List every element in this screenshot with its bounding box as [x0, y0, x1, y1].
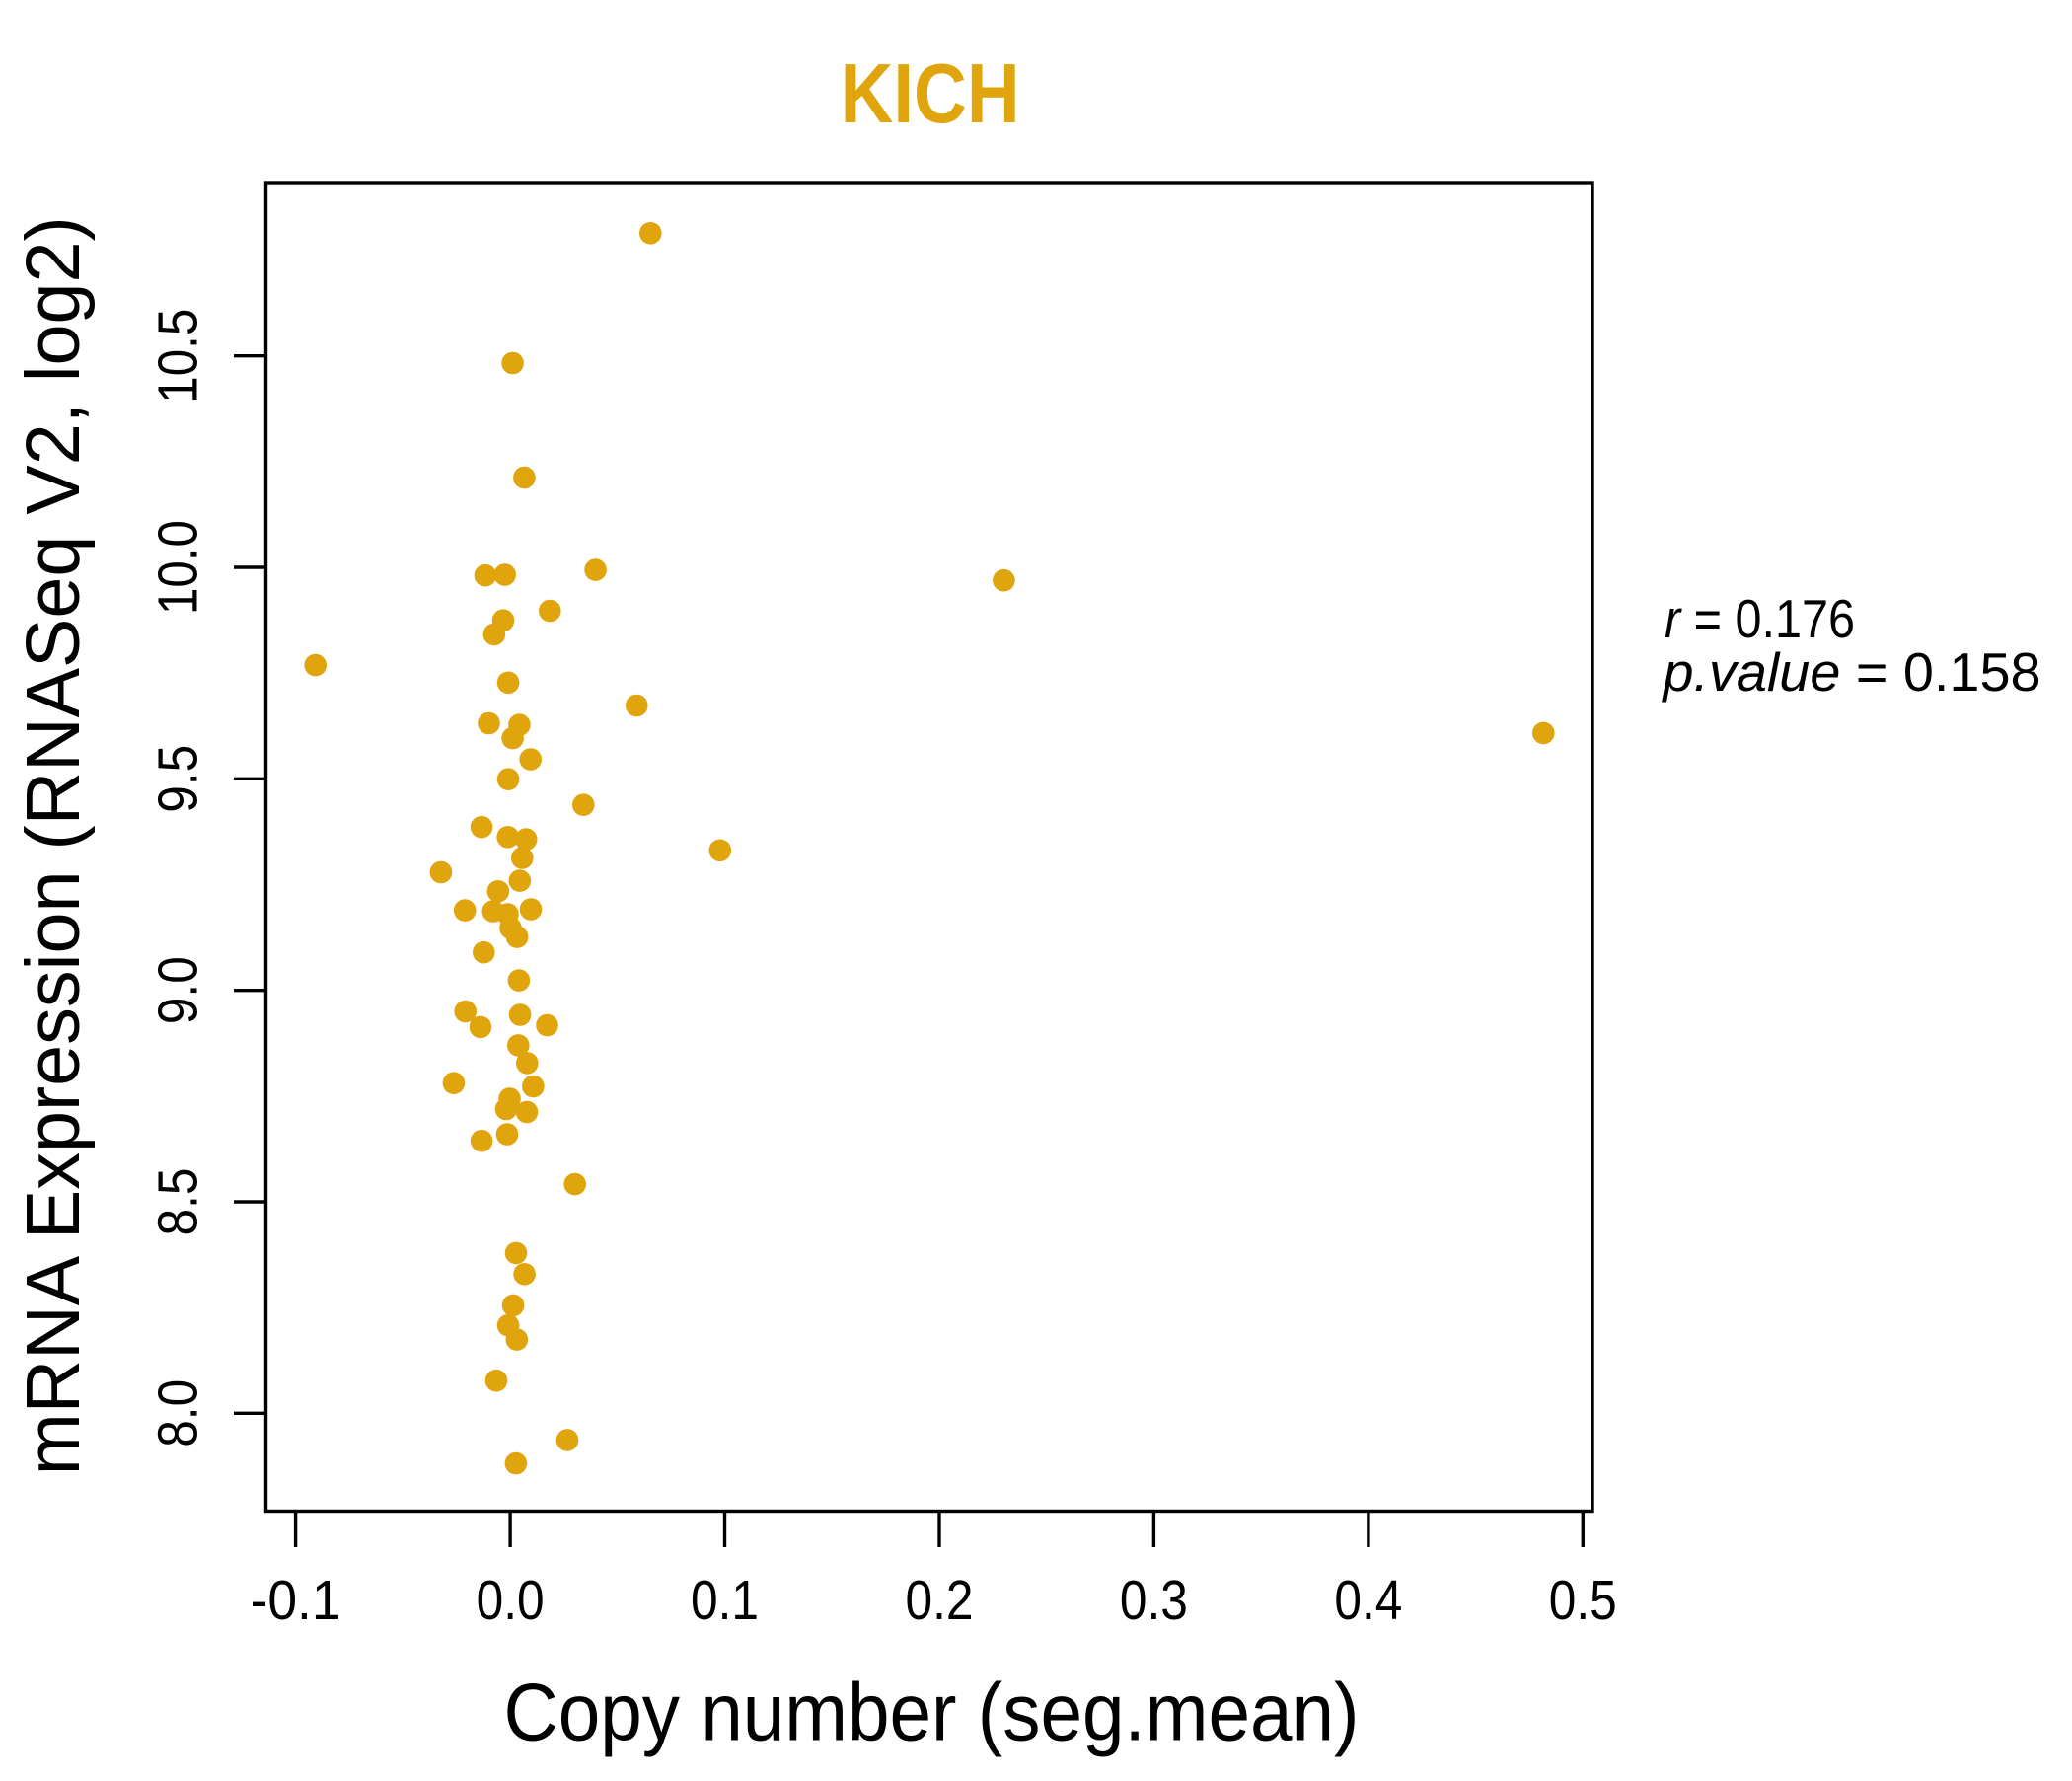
- svg-text:mRNA Expression (RNASeq V2, lo: mRNA Expression (RNASeq V2, log2): [11, 216, 96, 1475]
- svg-text:8.0: 8.0: [147, 1379, 210, 1447]
- svg-text:0.0: 0.0: [477, 1569, 545, 1632]
- svg-text:0.1: 0.1: [691, 1569, 759, 1632]
- svg-text:KICH: KICH: [841, 47, 1020, 141]
- svg-text:-0.1: -0.1: [251, 1569, 341, 1632]
- svg-text:r = 0.176: r = 0.176: [1665, 588, 1855, 649]
- svg-text:9.0: 9.0: [147, 956, 210, 1024]
- svg-text:9.5: 9.5: [147, 745, 210, 813]
- svg-text:0.4: 0.4: [1334, 1569, 1402, 1632]
- svg-text:10.5: 10.5: [147, 309, 210, 404]
- svg-text:10.0: 10.0: [147, 520, 210, 615]
- svg-text:p.value = 0.158: p.value = 0.158: [1661, 641, 2040, 703]
- svg-text:8.5: 8.5: [147, 1168, 210, 1236]
- svg-text:0.3: 0.3: [1120, 1569, 1188, 1632]
- svg-text:0.2: 0.2: [906, 1569, 974, 1632]
- svg-text:Copy number (seg.mean): Copy number (seg.mean): [504, 1667, 1360, 1758]
- svg-text:0.5: 0.5: [1549, 1569, 1617, 1632]
